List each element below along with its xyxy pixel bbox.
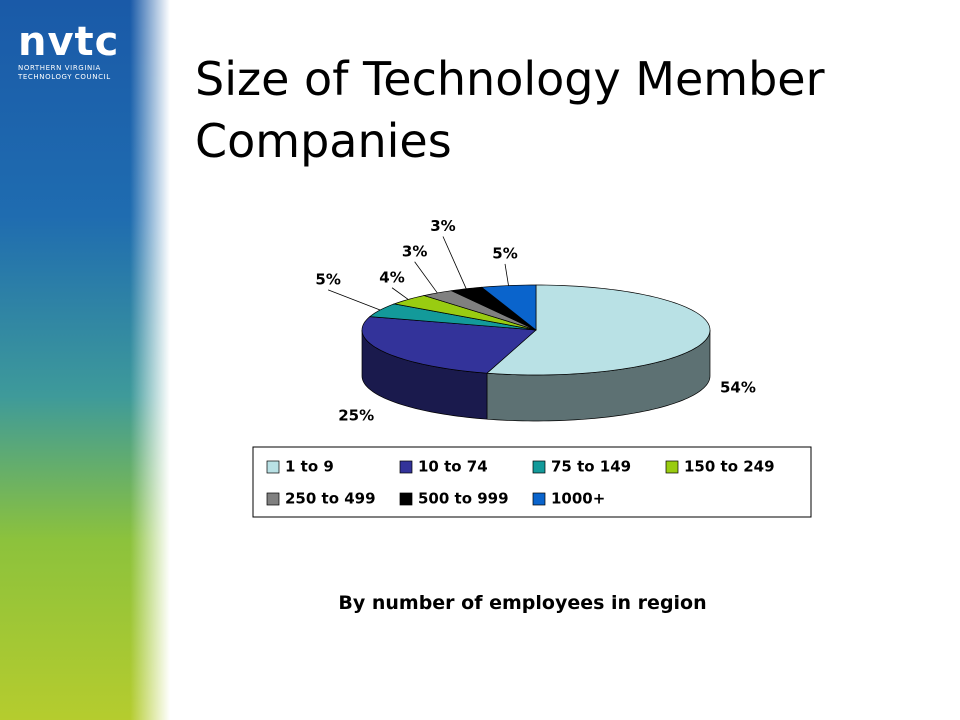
legend-label: 1000+ [551,490,605,508]
data-label: 5% [315,270,340,288]
legend-swatch [266,460,280,474]
slice [368,303,537,331]
leader-line [442,236,467,289]
logo: nvtc NORTHERN VIRGINIA TECHNOLOGY COUNCI… [18,20,119,82]
slice [422,290,537,331]
legend-swatch [399,460,413,474]
logo-line: NORTHERN VIRGINIA [18,64,101,72]
slice [361,316,537,374]
legend-label: 75 to 149 [551,458,631,476]
title: Size of Technology Member Companies [195,52,825,168]
legend-swatch [532,492,546,506]
logo-line: TECHNOLOGY COUNCIL [18,73,111,81]
legend-label: 500 to 999 [418,490,509,508]
leader-line [504,263,509,286]
data-label: 5% [492,244,517,262]
data-label: 4% [379,268,404,286]
slice [450,286,537,331]
leader-line [327,289,381,311]
slice [480,284,537,331]
slice [486,284,711,376]
slice [392,295,537,331]
legend-swatch [266,492,280,506]
leader-line [391,287,409,300]
legend-label: 150 to 249 [684,458,775,476]
legend-label: 250 to 499 [285,490,376,508]
logo-name: nvtc [18,19,120,65]
data-label: 3% [430,217,455,235]
legend-label: 1 to 9 [285,458,334,476]
side-strip [0,0,170,720]
legend-label: 10 to 74 [418,458,488,476]
data-label: 54% [720,379,756,397]
legend-swatch [665,460,679,474]
legend-swatch [532,460,546,474]
leader-line [414,261,438,294]
legend-swatch [399,492,413,506]
legend-box [252,446,812,518]
data-label: 3% [402,242,427,260]
data-label: 25% [338,407,374,425]
subtitle: By number of employees in region [338,592,707,614]
